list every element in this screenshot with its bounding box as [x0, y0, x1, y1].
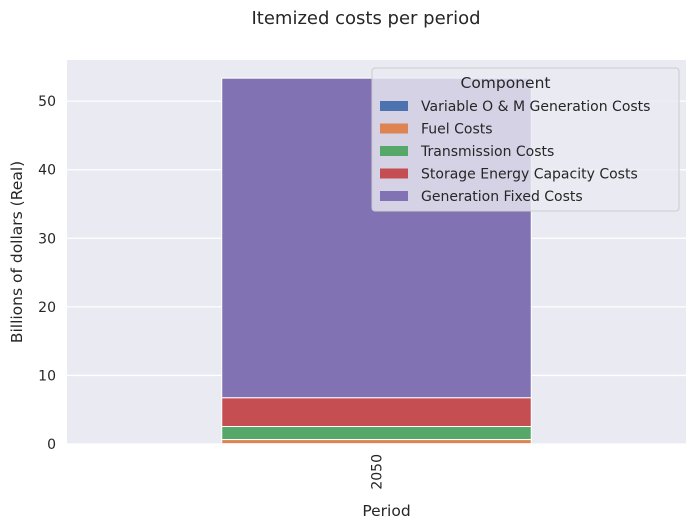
bar-segment-storage-energy-capacity-costs [221, 397, 532, 428]
x-axis-label: Period [362, 502, 410, 520]
y-axis-label: Billions of dollars (Real) [8, 161, 26, 343]
bar-segment-fuel-costs [221, 439, 532, 445]
legend-swatch [380, 146, 408, 156]
legend-entry-label: Storage Energy Capacity Costs [421, 167, 638, 183]
y-axis-ticks: 0 10 20 30 40 50 [38, 94, 56, 453]
y-tick-label: 30 [38, 231, 56, 247]
legend-entry-label: Transmission Costs [420, 144, 554, 160]
x-tick-label: 2050 [370, 454, 386, 490]
y-tick-label: 50 [38, 94, 56, 110]
legend-title: Component [461, 74, 551, 92]
y-tick-label: 20 [38, 300, 56, 316]
legend-entry-label: Generation Fixed Costs [421, 189, 583, 205]
y-tick-label: 10 [38, 368, 56, 384]
legend-box [371, 67, 680, 212]
legend-entry-label: Variable O & M Generation Costs [421, 99, 650, 115]
legend-entry-label: Fuel Costs [421, 122, 493, 138]
legend-swatch [380, 101, 408, 111]
y-tick-label: 40 [38, 163, 56, 179]
x-axis-ticks: 2050 [370, 454, 386, 490]
legend-items: Variable O & M Generation Costs Fuel Cost… [380, 99, 650, 205]
legend: Component Variable O & M Generation Cost… [371, 67, 680, 212]
y-tick-label: 0 [47, 437, 56, 453]
chart-title: Itemized costs per period [251, 8, 480, 29]
legend-swatch [380, 168, 408, 179]
legend-swatch [380, 191, 408, 201]
legend-swatch [380, 123, 408, 134]
bar-segment-transmission-costs [221, 426, 532, 441]
